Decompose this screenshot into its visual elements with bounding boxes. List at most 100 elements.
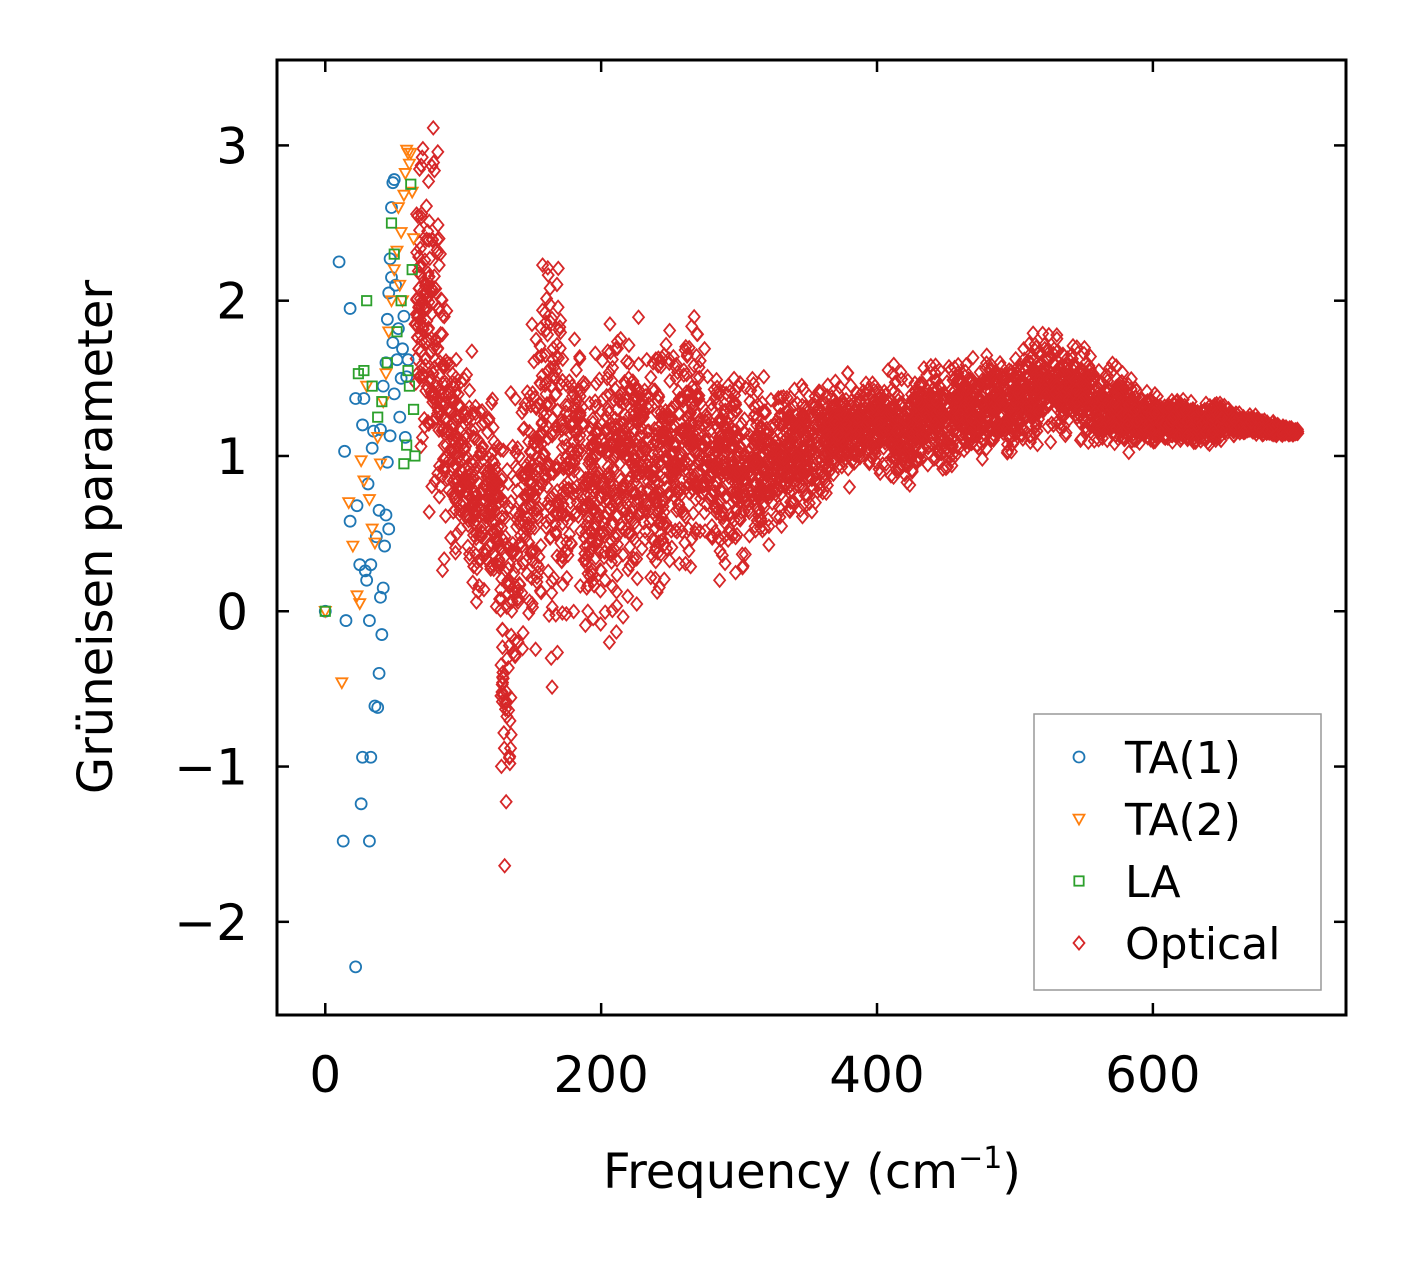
data-point <box>1138 397 1152 414</box>
data-point <box>597 544 612 561</box>
data-point <box>659 540 674 557</box>
data-point <box>886 469 901 486</box>
data-point <box>565 378 579 395</box>
data-point <box>665 399 679 416</box>
data-point <box>564 536 579 553</box>
data-point <box>547 359 561 376</box>
data-point <box>573 427 587 444</box>
data-point <box>876 456 890 473</box>
data-point <box>786 494 800 511</box>
data-point <box>569 478 584 495</box>
data-point <box>812 383 827 400</box>
data-point <box>942 358 956 375</box>
data-point <box>535 257 550 274</box>
data-point <box>573 350 587 367</box>
data-point <box>758 404 773 421</box>
data-point <box>1068 371 1083 388</box>
data-point <box>412 299 426 316</box>
data-point <box>738 546 752 563</box>
data-point <box>633 457 648 474</box>
data-point <box>555 553 569 570</box>
data-point <box>664 522 678 539</box>
data-point <box>462 545 477 562</box>
data-point <box>641 503 655 520</box>
data-point <box>952 384 966 401</box>
data-point <box>833 378 847 395</box>
data-point <box>549 524 563 541</box>
data-point <box>534 347 549 364</box>
data-point <box>709 504 724 521</box>
data-point <box>622 355 636 372</box>
data-point <box>412 368 426 385</box>
data-point <box>757 368 771 385</box>
data-point <box>1077 345 1091 362</box>
data-point <box>607 431 621 448</box>
data-point <box>610 567 624 584</box>
data-point <box>793 502 807 519</box>
data-point <box>485 391 500 408</box>
data-point <box>629 422 643 439</box>
data-point <box>950 409 965 426</box>
data-point <box>602 634 617 651</box>
data-point <box>452 506 467 523</box>
data-point <box>508 504 522 521</box>
data-point <box>1074 430 1089 447</box>
data-point <box>539 513 554 530</box>
data-point <box>928 357 943 374</box>
data-point <box>578 617 593 634</box>
data-point <box>603 386 618 403</box>
data-point <box>891 387 906 404</box>
data-point <box>934 411 948 428</box>
data-point <box>522 423 537 440</box>
data-point <box>1076 363 1091 380</box>
data-point <box>891 459 905 476</box>
data-point <box>502 637 517 654</box>
data-point <box>421 288 436 305</box>
data-point <box>415 149 429 166</box>
data-point <box>724 509 738 526</box>
data-point <box>1102 360 1116 377</box>
data-point <box>539 397 553 414</box>
data-point <box>764 391 778 408</box>
data-point <box>1062 411 1076 428</box>
data-point <box>414 157 428 174</box>
data-point <box>755 395 769 412</box>
data-point <box>1140 383 1154 400</box>
data-point <box>541 267 555 284</box>
data-point <box>530 574 544 591</box>
data-point <box>414 438 428 455</box>
data-point <box>608 381 622 398</box>
data-point <box>486 525 501 542</box>
data-point <box>1219 416 1233 433</box>
data-point <box>540 326 555 343</box>
data-point <box>1206 422 1220 439</box>
data-point <box>1022 428 1037 445</box>
data-point <box>650 432 664 449</box>
data-point <box>873 397 887 414</box>
data-point <box>498 694 513 711</box>
data-point <box>980 421 994 438</box>
data-point <box>450 525 464 542</box>
data-point <box>567 415 582 432</box>
data-point <box>774 501 788 518</box>
data-point <box>634 419 649 436</box>
data-point <box>539 290 554 307</box>
data-point <box>1048 384 1062 401</box>
data-point <box>1286 426 1301 443</box>
data-point <box>412 222 427 239</box>
data-point <box>898 429 912 446</box>
data-point <box>414 205 429 222</box>
data-point <box>890 422 904 439</box>
data-point <box>475 415 489 432</box>
data-point <box>494 657 508 674</box>
data-point <box>533 395 547 412</box>
data-point <box>477 581 491 598</box>
data-point <box>432 422 446 439</box>
data-point <box>774 485 788 502</box>
data-point <box>680 346 695 363</box>
data-point <box>756 496 770 513</box>
data-point <box>1109 420 1124 437</box>
data-point <box>681 464 696 481</box>
data-point <box>530 437 545 454</box>
data-point <box>894 364 908 381</box>
